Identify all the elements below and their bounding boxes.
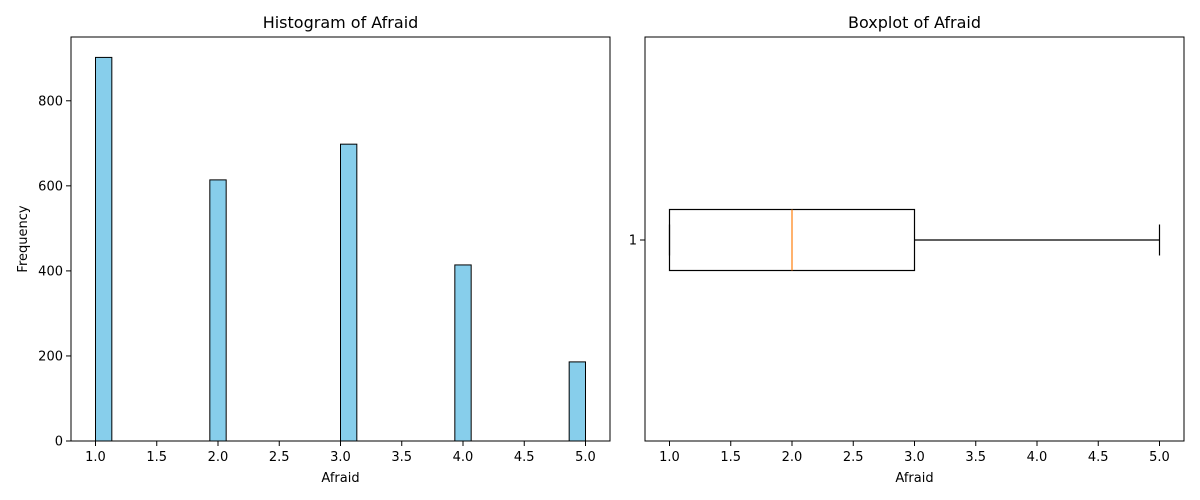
boxplot-x-tick-label: 4.0 [1027,450,1048,465]
boxplot-y-ticks: 1 [629,234,645,249]
histogram-x-tick-label: 2.5 [269,450,290,465]
boxplot-x-ticks: 1.0 1.5 2.0 2.5 3.0 3.5 4.0 4.5 5.0 [659,441,1170,465]
boxplot-x-tick-label: 1.5 [720,450,741,465]
histogram-y-ticks: 0 200 400 600 800 [38,94,71,450]
histogram-y-tick-label: 0 [55,435,63,450]
histogram-y-tick-label: 600 [38,179,63,194]
histogram-x-ticks: 1.0 1.5 2.0 2.5 3.0 3.5 4.0 4.5 5.0 [85,441,596,465]
histogram-y-tick-label: 400 [38,264,63,279]
histogram-y-tick-label: 200 [38,349,63,364]
histogram-x-axis-label: Afraid [321,471,359,486]
histogram-frame [70,36,611,442]
histogram-bar [209,179,227,442]
histogram-x-tick-label: 3.0 [330,450,351,465]
histogram-bar [454,264,472,442]
boxplot-y-tick-label: 1 [629,234,637,249]
boxplot-x-axis-label: Afraid [895,471,933,486]
boxplot-title: Boxplot of Afraid [848,13,981,32]
boxplot-panel: Boxplot of Afraid 1.0 1.5 2.0 2.5 3.0 3.5 4.0 4… [629,13,1185,486]
boxplot-x-tick-label: 2.5 [843,450,864,465]
histogram-y-axis-label: Frequency [16,205,31,272]
boxplot-x-tick-label: 4.5 [1088,450,1109,465]
histogram-x-tick-label: 1.5 [146,450,167,465]
boxplot-frame [644,36,1185,442]
histogram-bar [568,361,587,442]
histogram-x-tick-label: 4.0 [453,450,474,465]
histogram-panel: Histogram of Afraid 1.0 1.5 2.0 2.5 3.0 3.5 4.… [16,13,611,486]
boxplot-marks [668,208,1161,272]
histogram-x-tick-label: 5.0 [575,450,596,465]
histogram-y-tick-label: 800 [38,94,63,109]
histogram-title: Histogram of Afraid [263,13,419,32]
boxplot-x-tick-label: 3.0 [904,450,925,465]
boxplot-x-tick-label: 1.0 [659,450,680,465]
histogram-bar [95,56,113,442]
histogram-x-tick-label: 2.0 [208,450,229,465]
boxplot-x-tick-label: 3.5 [965,450,986,465]
boxplot-x-tick-label: 2.0 [782,450,803,465]
histogram-x-tick-label: 1.0 [85,450,106,465]
histogram-bar [340,143,358,442]
histogram-x-tick-label: 4.5 [514,450,535,465]
boxplot-x-tick-label: 5.0 [1149,450,1170,465]
histogram-bars [95,56,587,442]
histogram-x-tick-label: 3.5 [391,450,412,465]
